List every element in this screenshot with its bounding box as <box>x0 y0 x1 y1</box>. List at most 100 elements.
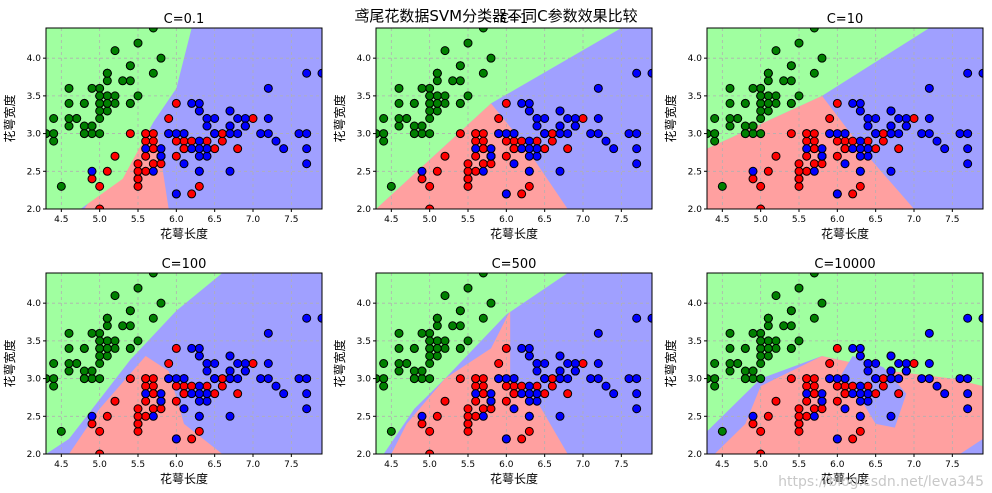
point-setosa <box>394 359 404 368</box>
x-tick-label: 7.5 <box>614 215 628 225</box>
region-versicolor <box>707 95 914 209</box>
point-versicolor <box>524 181 534 191</box>
point-versicolor <box>141 381 151 391</box>
point-virginica <box>570 366 580 376</box>
x-tick-label: 5.5 <box>461 460 475 470</box>
point-versicolor <box>217 381 227 391</box>
point-virginica <box>871 114 881 123</box>
point-setosa <box>478 313 488 323</box>
point-setosa <box>794 336 804 346</box>
point-virginica <box>570 121 580 131</box>
y-tick-label: 3.0 <box>688 375 703 385</box>
subplot-6: 4.5 5.0 5.5 6.0 6.5 7.0 7.5 2.0 2.5 3.0 3.5 4.0 C=10… <box>663 257 984 486</box>
point-setosa <box>56 181 66 191</box>
point-virginica <box>87 166 97 176</box>
point-setosa <box>425 343 435 353</box>
point-setosa <box>95 106 105 116</box>
point-virginica <box>886 351 896 361</box>
point-versicolor <box>463 181 473 191</box>
point-setosa <box>125 76 135 86</box>
point-versicolor <box>156 159 166 169</box>
point-versicolor <box>110 151 120 161</box>
point-virginica <box>225 121 235 131</box>
point-virginica <box>302 389 312 399</box>
point-versicolor <box>909 114 919 123</box>
point-setosa <box>740 343 750 353</box>
x-tick-label: 6.0 <box>499 215 514 225</box>
point-virginica <box>225 166 235 176</box>
point-versicolor <box>763 411 773 421</box>
point-virginica <box>832 189 842 199</box>
point-setosa <box>156 53 166 63</box>
point-setosa <box>95 374 105 384</box>
point-versicolor <box>825 359 835 368</box>
x-tick-label: 6.5 <box>538 215 552 225</box>
point-virginica <box>632 129 642 139</box>
point-virginica <box>632 313 642 323</box>
point-virginica <box>940 144 950 154</box>
point-setosa <box>379 374 389 384</box>
point-virginica <box>509 159 519 169</box>
x-tick-label: 7.5 <box>284 215 298 225</box>
point-setosa <box>756 343 766 353</box>
point-versicolor <box>517 434 527 444</box>
point-setosa <box>409 129 419 139</box>
point-virginica <box>632 374 642 384</box>
point-setosa <box>79 98 89 108</box>
point-versicolor <box>171 381 181 391</box>
plot-area <box>46 273 322 454</box>
point-setosa <box>156 298 166 308</box>
point-virginica <box>202 389 212 399</box>
point-virginica <box>532 366 542 376</box>
point-virginica <box>302 144 312 154</box>
point-versicolor <box>171 343 181 353</box>
point-virginica <box>263 114 273 123</box>
point-virginica <box>540 114 550 123</box>
point-virginica <box>924 129 934 139</box>
point-virginica <box>863 144 873 154</box>
point-versicolor <box>878 381 888 391</box>
point-versicolor <box>171 98 181 108</box>
point-versicolor <box>133 404 143 414</box>
point-virginica <box>963 313 973 323</box>
point-virginica <box>802 144 812 154</box>
point-setosa <box>95 98 105 108</box>
point-setosa <box>402 114 412 123</box>
point-versicolor <box>794 411 804 421</box>
point-setosa <box>463 38 473 48</box>
point-setosa <box>748 129 758 139</box>
point-virginica <box>517 343 527 353</box>
point-versicolor <box>141 151 151 161</box>
point-versicolor <box>771 396 781 406</box>
point-setosa <box>478 68 488 78</box>
point-versicolor <box>248 114 258 123</box>
y-tick-label: 3.0 <box>357 130 372 140</box>
point-versicolor <box>478 136 488 146</box>
point-virginica <box>963 129 973 139</box>
point-setosa <box>756 83 766 93</box>
point-setosa <box>95 343 105 353</box>
point-virginica <box>233 114 243 123</box>
point-versicolor <box>471 381 481 391</box>
point-virginica <box>202 114 212 123</box>
point-virginica <box>240 121 250 131</box>
point-setosa <box>756 336 766 346</box>
point-setosa <box>756 351 766 361</box>
point-setosa <box>455 61 465 71</box>
point-setosa <box>394 366 404 376</box>
point-versicolor <box>509 136 519 146</box>
axes-frame <box>375 272 653 455</box>
point-setosa <box>64 328 74 338</box>
point-versicolor <box>202 136 212 146</box>
point-setosa <box>125 343 135 353</box>
point-virginica <box>532 396 542 406</box>
x-axis-label: 花萼长度 <box>490 226 538 241</box>
point-versicolor <box>840 389 850 399</box>
point-versicolor <box>501 98 511 108</box>
point-versicolor <box>179 136 189 146</box>
subplot-title: C=1 <box>500 12 528 27</box>
point-virginica <box>894 114 904 123</box>
point-virginica <box>524 396 534 406</box>
point-virginica <box>210 374 220 384</box>
point-setosa <box>748 121 758 131</box>
